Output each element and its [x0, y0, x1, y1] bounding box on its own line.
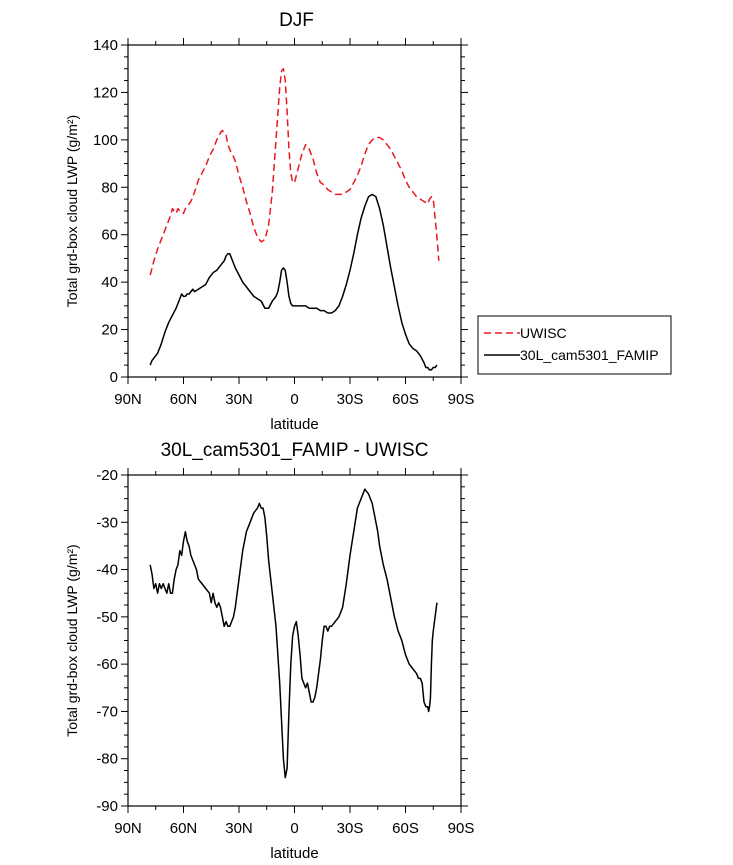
- chart-title: DJF: [279, 10, 314, 31]
- y-tick-label: 0: [110, 369, 118, 386]
- y-tick-label: -80: [96, 751, 118, 768]
- x-tick-label: 60S: [392, 391, 419, 408]
- series-line-difference: [149, 488, 438, 779]
- panel-djf: 90N 60N 30N 0 30S 60S 90S 0 20 40 60 80 100 120 140 DJF…: [64, 10, 474, 433]
- x-axis-label: latitude: [270, 416, 318, 433]
- y-axis-label: Total grd-box cloud LWP (g/m²): [64, 544, 80, 736]
- y-tick-label: 120: [93, 84, 118, 101]
- x-tick-label: 60N: [170, 820, 198, 837]
- y-axis-label: Total grd-box cloud LWP (g/m²): [64, 115, 80, 307]
- x-tick-label: 0: [290, 820, 298, 837]
- x-tick-label: 30S: [337, 391, 364, 408]
- x-tick-label: 0: [290, 391, 298, 408]
- y-tick-label: 80: [101, 179, 118, 196]
- y-tick-label: -60: [96, 656, 118, 673]
- legend-label-1: 30L_cam5301_FAMIP: [520, 347, 659, 363]
- y-tick-label: -30: [96, 514, 118, 531]
- x-tick-label: 90N: [114, 820, 142, 837]
- x-tick-label: 60N: [170, 391, 198, 408]
- legend-label-0: UWISC: [520, 325, 567, 341]
- x-tick-label: 90N: [114, 391, 142, 408]
- y-tick-label: 20: [101, 322, 118, 339]
- y-tick-label: 40: [101, 274, 118, 291]
- y-tick-label: -90: [96, 798, 118, 815]
- x-tick-label: 60S: [392, 820, 419, 837]
- x-tick-label: 90S: [448, 391, 475, 408]
- legend: UWISC 30L_cam5301_FAMIP: [477, 315, 672, 375]
- series-line-30l-cam5301-famip: [149, 193, 438, 371]
- y-tick-label: 60: [101, 227, 118, 244]
- chart-title: 30L_cam5301_FAMIP - UWISC: [161, 440, 429, 461]
- x-tick-label: 30N: [225, 820, 253, 837]
- x-tick-label: 90S: [448, 820, 475, 837]
- y-tick-label: -70: [96, 703, 118, 720]
- y-tick-label: 100: [93, 132, 118, 149]
- y-tick-label: -50: [96, 609, 118, 626]
- panel-difference: 90N 60N 30N 0 30S 60S 90S -90 -80 -70 -60 -50 -40 -30…: [64, 440, 474, 862]
- series-line-uwisc: [149, 67, 440, 276]
- x-tick-label: 30N: [225, 391, 253, 408]
- legend-box: [477, 315, 672, 375]
- y-tick-label: -20: [96, 467, 118, 484]
- plot-frame: [127, 44, 462, 378]
- y-tick-label: 140: [93, 37, 118, 54]
- x-tick-label: 30S: [337, 820, 364, 837]
- plot-frame: [127, 474, 462, 807]
- x-axis-label: latitude: [270, 845, 318, 862]
- y-tick-label: -40: [96, 562, 118, 579]
